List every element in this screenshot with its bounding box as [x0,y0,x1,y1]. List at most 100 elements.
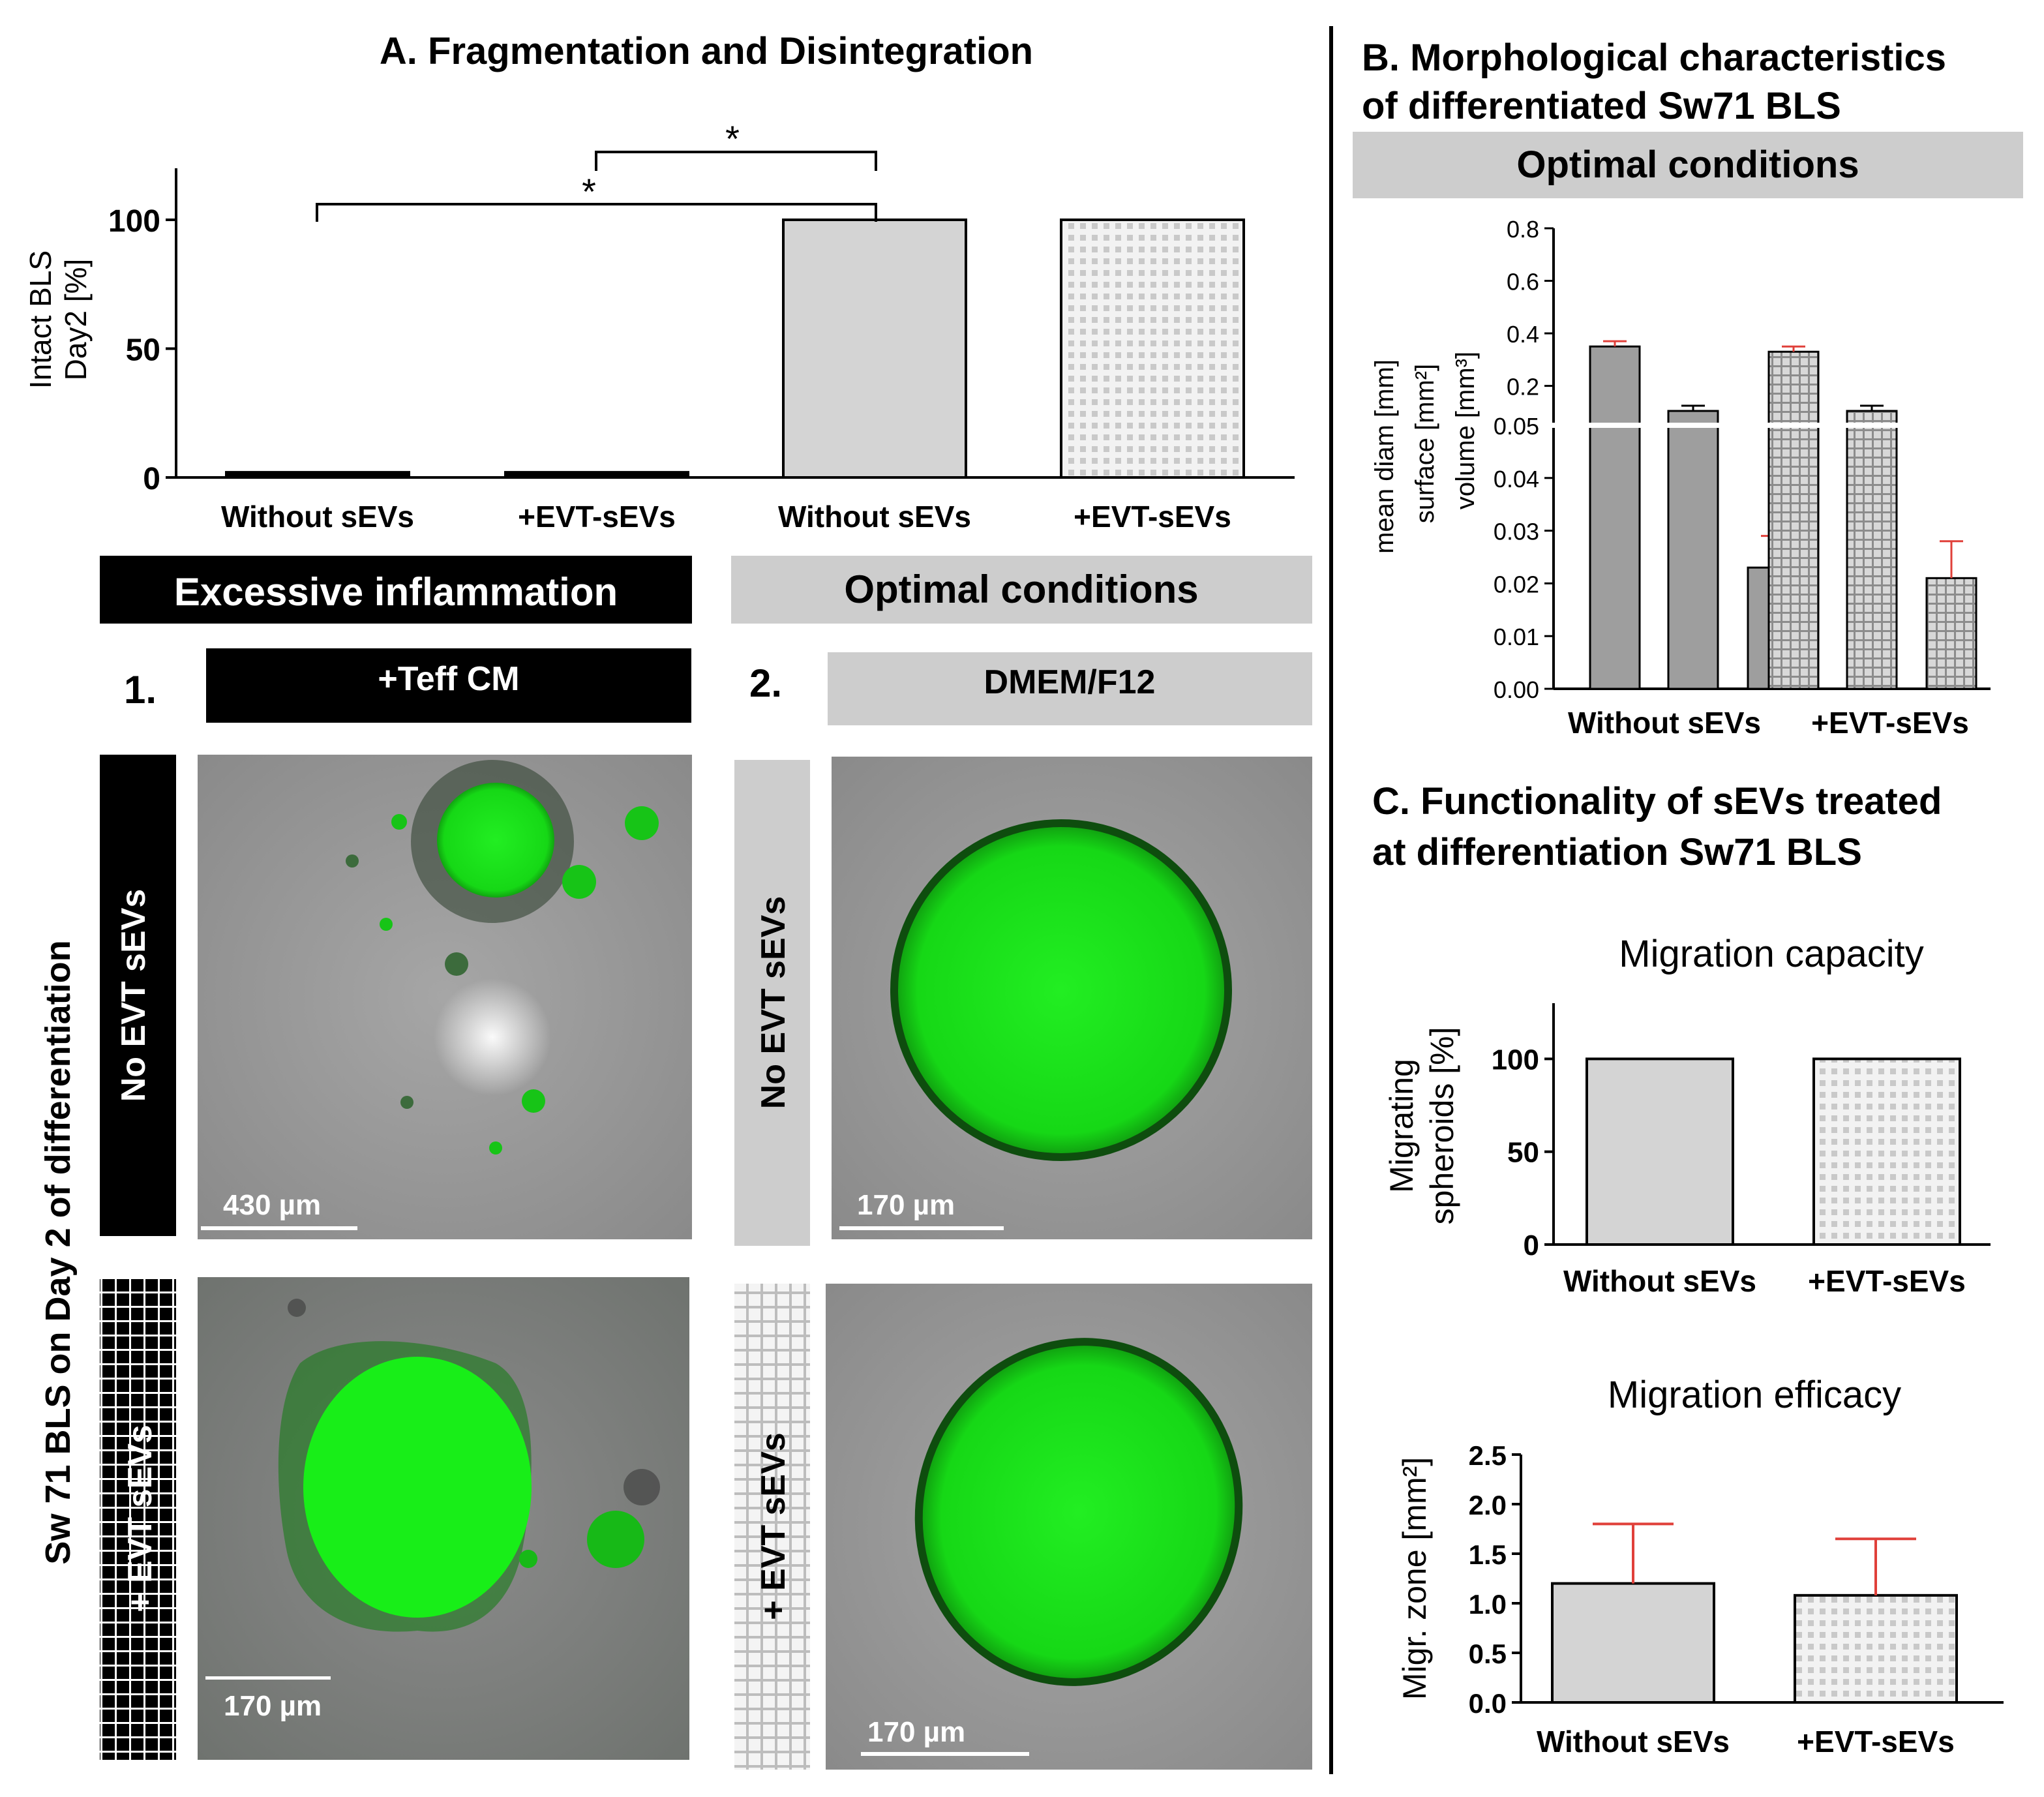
y-tick-label: 0.8 [1507,216,1539,243]
bar [1925,577,1977,690]
bar [782,219,967,479]
scale-bar-label-2: 170 µm [224,1690,322,1722]
bar [504,471,689,479]
group-2-header [828,652,1312,725]
y-tick-label: 0.6 [1507,269,1539,295]
y-axis-label: Migr. zone [mm²] [1396,1457,1433,1700]
bar [225,471,410,479]
y-tick-label: 50 [126,333,160,368]
y-tick-label: 0.5 [1469,1638,1507,1669]
micrograph-dmem-evt-sevs: 170 µm [826,1284,1312,1770]
y-tick-label: 100 [108,204,160,239]
group-1-header [206,648,691,723]
x-tick-label: Without sEVs [1537,1725,1730,1759]
bar [1767,350,1820,690]
y-tick-label: 0.2 [1507,374,1539,400]
chart-b: 0.00 0.01 0.02 0.03 0.04 0.05 0.2 0.4 0.6 0.8 With… [1370,216,2004,740]
scale-bar-label-4: 170 µm [867,1716,965,1748]
panel-b-title-line2: of differentiated Sw71 BLS [1362,85,1841,127]
y-tick-label: 0.02 [1494,571,1539,597]
chart-title: Migration capacity [1619,933,1923,975]
sig-star-lower: * [582,171,596,212]
chart-c-migration-capacity: Migration capacity 0 50 100 Without sEVs +EVT… [1383,933,1991,1298]
y-tick-label: 0.01 [1494,624,1539,650]
chart-c-migration-efficacy: Migration efficacy 0.0 0.5 1.0 1.5 2.0 2.5 With… [1396,1374,2004,1759]
y-axis-label: volume [mm³] [1451,352,1480,509]
row-bar-top-left [100,755,176,1236]
x-tick-label: +EVT-sEVs [1808,1264,1966,1298]
y-tick-label: 1.0 [1469,1589,1507,1620]
chart-title: Migration efficacy [1608,1374,1901,1416]
panel-b-header-label: Optimal conditions [1516,143,1859,186]
y-tick-label: 0 [143,462,160,496]
micrograph-teff-evt-sevs: 170 µm [198,1277,689,1760]
row-label-top-left: No EVT sEVs [115,889,153,1102]
y-tick-label: 0.03 [1494,519,1539,545]
y-axis-label: Migrating [1383,1059,1420,1193]
group-2-label: DMEM/F12 [984,663,1156,701]
sig-star-upper: * [725,118,740,159]
x-tick-label: +EVT-sEVs [518,500,676,534]
row-bar-top-right [734,760,810,1246]
micrograph-teff-no-sevs: 430 µm [198,755,692,1239]
x-tick-label: Without sEVs [1563,1264,1756,1298]
y-axis-label: spheroids [%] [1424,1027,1460,1225]
group-1-label: +Teff CM [378,660,519,698]
header-optimal-conditions-label: Optimal conditions [844,567,1198,611]
y-tick-label: 0.04 [1494,466,1539,492]
header-excessive-inflammation-label: Excessive inflammation [174,570,618,614]
bar [1794,1593,1958,1704]
y-tick-label: 100 [1492,1044,1539,1076]
axis-break [1541,423,2004,428]
x-tick-label: Without sEVs [221,500,414,534]
x-tick-label: Without sEVs [778,500,971,534]
panel-c-title-line2: at differentiation Sw71 BLS [1372,831,1862,873]
bar [1551,1582,1715,1704]
side-label-day2: Sw 71 BLS on Day 2 of differentiation [38,940,78,1564]
sig-bracket-lower [316,203,877,222]
bar [1667,410,1719,690]
x-tick-label: +EVT-sEVs [1074,500,1231,534]
panel-b-header [1353,132,2023,198]
y-tick-label: 0.0 [1469,1688,1507,1719]
header-excessive-inflammation [100,556,692,624]
y-tick-label: 1.5 [1469,1539,1507,1570]
group-2-number: 2. [749,661,782,705]
header-optimal-conditions [731,556,1312,624]
y-tick-label: 0.00 [1494,676,1539,703]
bar [1060,219,1245,479]
chart-a: 0 50 100 Without sEVs +EVT-sEVs Without sEVs +… [23,168,1295,534]
sig-bracket-upper [595,151,877,171]
significance-brackets [316,151,877,222]
row-bar-bottom-right [734,1284,810,1770]
row-label-bottom-left: + EVT sEVs [121,1425,159,1612]
row-label-bottom-right: + EVT sEVs [755,1432,792,1620]
y-axis-label: Day2 [%] [59,259,93,381]
micrograph-dmem-no-sevs: 170 µm [832,757,1312,1239]
y-tick-label: 2.0 [1469,1490,1507,1520]
panel-divider [1329,26,1333,1774]
group-1-number: 1. [124,668,157,712]
y-axis-label: surface [mm²] [1411,364,1439,523]
x-tick-label: +EVT-sEVs [1811,706,1969,740]
panel-b-title-line1: B. Morphological characteristics [1362,37,1946,79]
bar [1812,1057,1961,1246]
y-tick-label: 50 [1507,1137,1539,1169]
y-tick-label: 0.4 [1507,321,1539,348]
row-label-top-right: No EVT sEVs [755,896,792,1110]
bar [1589,345,1641,690]
scale-bar-label-1: 430 µm [223,1189,321,1221]
x-tick-label: Without sEVs [1568,706,1761,740]
panel-a-title: A. Fragmentation and Disintegration [380,30,1033,72]
bar [1586,1057,1734,1246]
y-tick-label: 0 [1524,1230,1539,1261]
scale-bar-label-3: 170 µm [857,1189,955,1221]
bar [1846,410,1898,690]
x-tick-label: +EVT-sEVs [1797,1725,1955,1759]
y-axis-label: mean diam [mm] [1370,359,1399,554]
y-tick-label: 0.05 [1494,413,1539,440]
row-bar-bottom-left [100,1277,176,1760]
y-axis-label: Intact BLS [23,250,57,389]
y-tick-label: 2.5 [1469,1440,1507,1471]
